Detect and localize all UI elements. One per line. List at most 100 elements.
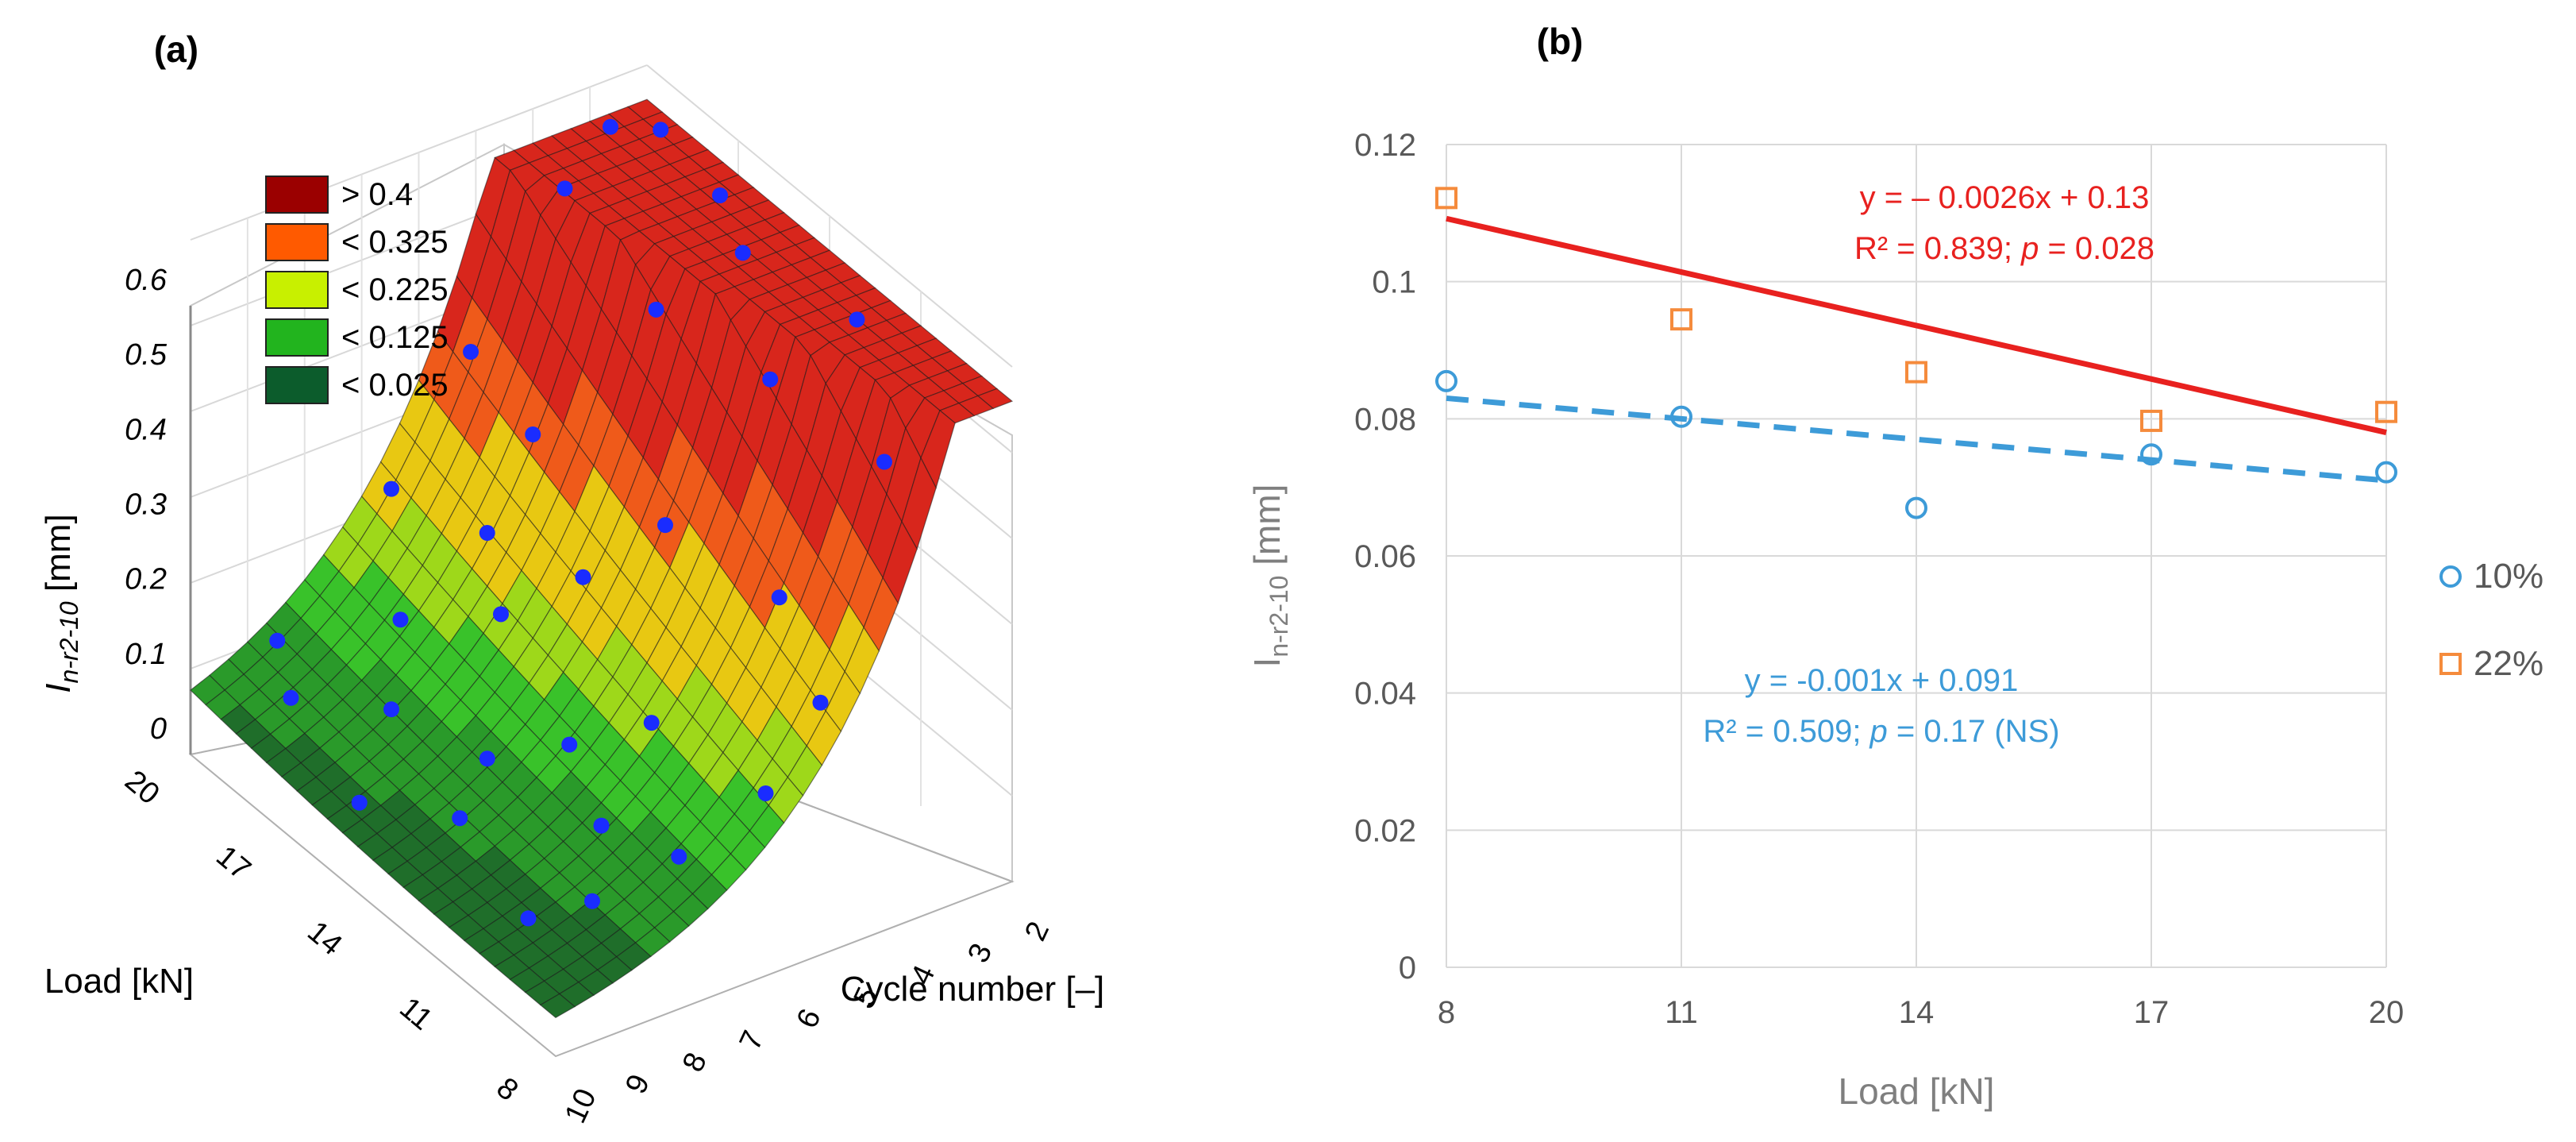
surface-point xyxy=(812,694,829,711)
panel-b-label: (b) xyxy=(1537,21,1584,62)
surface-point xyxy=(584,893,600,909)
surface-point xyxy=(493,606,509,623)
point-10% xyxy=(1905,496,1927,519)
surface-cell xyxy=(539,993,576,1019)
scatter-x-label: Load [kN] xyxy=(1839,1071,1995,1112)
z-axis-label-sub: n-r2-10 xyxy=(55,601,83,683)
p-symbol: p xyxy=(2020,231,2039,266)
surface-point xyxy=(269,632,286,649)
y-tick-label: 0 xyxy=(1399,951,1416,986)
z-axis-label-unit: [mm] xyxy=(39,514,78,601)
legend-label: > 0.4 xyxy=(341,177,413,212)
r2-22: R² = 0.839; p = 0.028 xyxy=(1854,231,2154,266)
y-tick-label: 0.02 xyxy=(1354,813,1416,848)
p-symbol: p xyxy=(1869,714,1888,749)
cycle-tick-label: 8 xyxy=(676,1047,714,1077)
surface-point xyxy=(392,612,409,628)
scatter-y-ticks: 0 0.02 0.04 0.06 0.08 0.1 0.12 xyxy=(1354,128,1416,986)
surface-point xyxy=(734,245,751,261)
scatter-y-label-main: I xyxy=(1246,658,1288,668)
scatter-grid xyxy=(1446,144,2387,968)
scatter-y-label: In-r2-10 [mm] xyxy=(1246,484,1293,668)
y-tick-label: 0.08 xyxy=(1354,402,1416,437)
scatter-fit-lines xyxy=(1446,215,2387,484)
r2-22-text: R² = 0.839; xyxy=(1854,231,2021,266)
legend-swatch xyxy=(265,366,329,404)
cycle-tick-label: 7 xyxy=(734,1026,771,1055)
legend-marker-22% xyxy=(2439,653,2462,675)
x-tick-label: 20 xyxy=(2369,995,2405,1030)
y-tick-label: 0.1 xyxy=(1372,265,1416,300)
point-10% xyxy=(2375,461,2397,484)
cycle-tick-label: 9 xyxy=(619,1070,657,1099)
surface-point xyxy=(525,426,541,443)
fit-line-22% xyxy=(1446,215,2387,436)
legend-swatch xyxy=(265,176,329,214)
surface-point xyxy=(452,810,468,827)
r2-10-text: R² = 0.509; xyxy=(1703,714,1869,749)
surface-point xyxy=(876,453,892,470)
legend-label: < 0.225 xyxy=(341,272,449,307)
z-tick-label: 0.6 xyxy=(125,264,167,297)
y-tick-label: 0.04 xyxy=(1354,677,1416,712)
z-axis-label: In-r2-10 [mm] xyxy=(39,514,83,693)
z-tick-label: 0 xyxy=(150,712,167,746)
y-tick-label: 0.06 xyxy=(1354,539,1416,574)
surface-legend: > 0.4 < 0.325 < 0.225 < 0.125 < 0.025 xyxy=(265,176,449,404)
surface-point xyxy=(849,311,865,328)
scatter-points xyxy=(1435,187,2397,519)
legend-label: < 0.025 xyxy=(341,368,449,403)
load-tick-label: 20 xyxy=(118,764,165,811)
legend-label: < 0.125 xyxy=(341,320,449,355)
surface-point xyxy=(653,122,669,138)
point-10% xyxy=(2140,443,2162,466)
surface-point xyxy=(643,715,660,731)
z-tick-label: 0.4 xyxy=(125,413,167,446)
z-tick-label: 0.3 xyxy=(125,488,167,522)
scatter-x-ticks: 8 11 14 17 20 xyxy=(1438,995,2404,1030)
point-22% xyxy=(2375,400,2397,423)
z-axis-label-main: I xyxy=(39,683,78,693)
surface-point xyxy=(479,750,495,767)
panel-b: (b) 0 0.02 0.04 0.06 0.08 0.1 0.12 8 11 14 17 20 y… xyxy=(1246,21,2543,1112)
cycle-tick-label: 10 xyxy=(559,1084,603,1128)
surface-point xyxy=(671,848,687,865)
surface-point xyxy=(575,569,591,585)
point-22% xyxy=(1670,308,1692,331)
point-10% xyxy=(1435,369,1457,392)
surface-point xyxy=(283,689,299,706)
surface-point xyxy=(383,701,399,718)
panel-a-label: (a) xyxy=(154,29,198,70)
cycle-tick-label: 2 xyxy=(1018,916,1056,946)
surface-point xyxy=(561,736,578,753)
equation-10: y = -0.001x + 0.091 xyxy=(1745,663,2019,698)
cycle-axis-label: Cycle number [–] xyxy=(841,970,1105,1009)
scatter-y-label-sub: n-r2-10 xyxy=(1265,576,1293,658)
z-tick-label: 0.2 xyxy=(125,563,167,596)
scatter-equations: y = – 0.0026x + 0.13 R² = 0.839; p = 0.02… xyxy=(1703,180,2154,749)
surface-point xyxy=(648,301,664,318)
surface-point xyxy=(520,910,537,927)
legend-swatch xyxy=(265,271,329,309)
equation-22: y = – 0.0026x + 0.13 xyxy=(1860,180,2150,215)
point-10% xyxy=(1670,405,1692,428)
surface-point xyxy=(771,589,787,606)
x-tick-label: 8 xyxy=(1438,995,1455,1030)
surface-point xyxy=(762,371,779,388)
z-tick-label: 0.5 xyxy=(125,338,167,372)
load-tick-label: 14 xyxy=(301,915,348,962)
load-tick-label: 17 xyxy=(210,839,256,886)
legend-label-22%: 22% xyxy=(2474,644,2543,683)
surface-point xyxy=(712,187,728,203)
legend-swatch xyxy=(265,223,329,261)
p-10-text: = 0.17 (NS) xyxy=(1888,714,2060,749)
panel-a: (a) 00.10.20.30.40.50.6 In-r2-10 [mm] 20… xyxy=(39,29,1104,1128)
y-tick-label: 0.12 xyxy=(1354,128,1416,163)
load-tick-label: 8 xyxy=(490,1071,524,1108)
scatter-y-label-unit: [mm] xyxy=(1246,484,1288,576)
x-tick-label: 17 xyxy=(2134,995,2170,1030)
surface-point xyxy=(479,525,495,542)
point-22% xyxy=(1905,361,1927,384)
